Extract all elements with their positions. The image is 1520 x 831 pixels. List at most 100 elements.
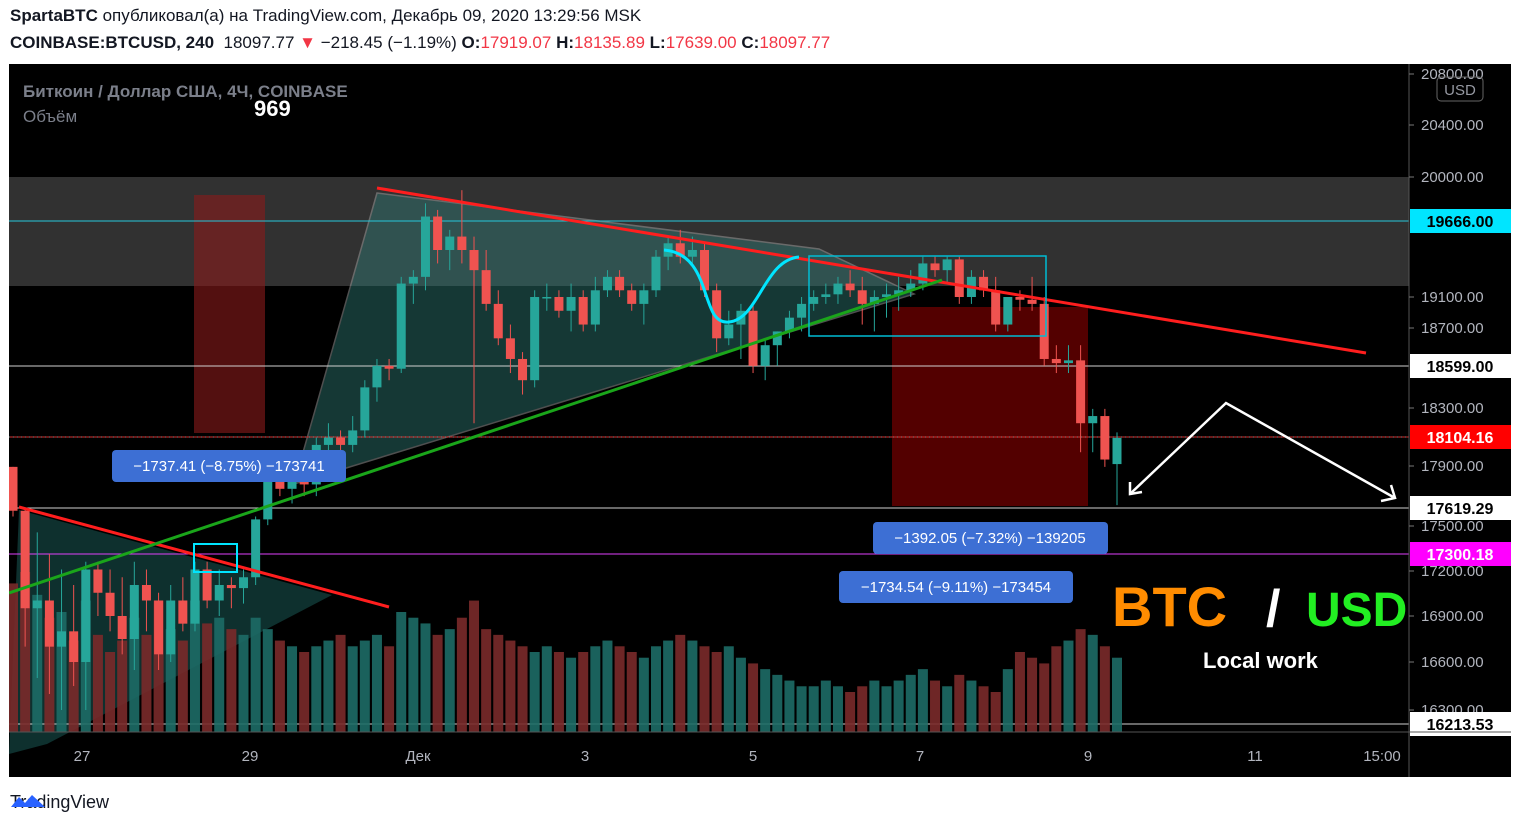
footer-brand[interactable]: TradingView xyxy=(10,792,109,813)
candle-body xyxy=(178,600,188,624)
volume-bar xyxy=(602,640,613,732)
volume-bar xyxy=(566,657,577,732)
local-work-text: Local work xyxy=(1203,648,1319,673)
candle-body xyxy=(251,519,261,578)
volume-bar xyxy=(444,629,455,732)
candle-body xyxy=(1003,297,1013,325)
candle-body xyxy=(323,437,333,445)
volume-bar xyxy=(432,634,443,732)
volume-bar xyxy=(930,680,941,732)
volume-bar xyxy=(1039,663,1050,732)
time-tick-label: 9 xyxy=(1084,748,1092,765)
volume-bar xyxy=(614,646,625,732)
candle-body xyxy=(275,481,285,489)
volume-bar xyxy=(590,646,601,732)
time-tick-label: 3 xyxy=(581,748,589,765)
volume-bar xyxy=(845,692,856,732)
publish-info: SpartaBTC опубликовал(а) на TradingView.… xyxy=(10,6,641,26)
resistance-trendline xyxy=(376,186,1367,355)
volume-bar xyxy=(141,634,152,732)
candle-body xyxy=(457,236,467,251)
volume-bar xyxy=(129,617,140,732)
volume-bar xyxy=(371,634,382,732)
candle-body xyxy=(81,569,91,662)
price-tick-label: 17900.00 xyxy=(1421,458,1484,475)
volume-bar xyxy=(1027,657,1038,732)
price-axis[interactable]: 20800.00 20400.00 20000.00 19100.00 18700.00… xyxy=(1409,66,1484,719)
candle-body xyxy=(360,387,370,431)
low-value: 17639.00 xyxy=(665,33,737,52)
volume-bar xyxy=(481,629,492,732)
main-triangle xyxy=(292,192,917,486)
volume-label: Объём xyxy=(23,107,77,126)
candle-body xyxy=(748,310,758,366)
candle-body xyxy=(20,510,30,609)
volume-bar xyxy=(517,646,528,732)
candle-body xyxy=(202,569,212,601)
volume-bar xyxy=(881,686,892,732)
volume-bar xyxy=(687,640,698,732)
volume-bar xyxy=(735,657,746,732)
volume-bar xyxy=(857,686,868,732)
candle-body xyxy=(263,481,273,520)
volume-bar xyxy=(723,646,734,732)
candle-body xyxy=(1027,299,1037,304)
candle-body xyxy=(1015,297,1025,300)
candle-body xyxy=(1088,416,1098,424)
volume-bar xyxy=(1087,634,1098,732)
volume-bar xyxy=(226,629,237,732)
volume-bar xyxy=(954,674,965,732)
price-tick-label: 20400.00 xyxy=(1421,117,1484,134)
candle-body xyxy=(408,276,418,284)
time-tick-label: 15:00 xyxy=(1363,748,1401,765)
candle-body xyxy=(190,569,200,624)
volume-bar xyxy=(274,640,285,732)
time-axis[interactable]: 27 29 Дек 3 5 7 9 11 15:00 xyxy=(74,748,1401,765)
close-value: 18097.77 xyxy=(759,33,831,52)
currency-button[interactable]: USD xyxy=(1436,76,1484,102)
arrow-left-head-icon xyxy=(1128,482,1143,496)
volume-bar xyxy=(299,652,310,732)
candle-body xyxy=(651,256,661,291)
volume-bar xyxy=(917,669,928,732)
volume-bar xyxy=(541,646,552,732)
candle-body xyxy=(469,250,479,271)
author-name[interactable]: SpartaBTC xyxy=(10,6,98,25)
candle-body xyxy=(821,294,831,297)
price-tag-box xyxy=(1410,425,1511,449)
measure-label-1[interactable]: −1737.41 (−8.75%) −173741 xyxy=(112,450,346,482)
volume-bar xyxy=(1099,646,1110,732)
candle-body xyxy=(1063,360,1073,364)
measure-label-3[interactable]: −1734.54 (−9.11%) −173454 xyxy=(839,571,1073,603)
measure-text-1: −1737.41 (−8.75%) −173741 xyxy=(133,458,324,475)
volume-bar xyxy=(408,617,419,732)
volume-bar xyxy=(1014,652,1025,732)
time-tick-label: Дек xyxy=(405,748,431,765)
breakout-box xyxy=(193,543,238,573)
tradingview-logo-icon xyxy=(11,795,45,807)
volume-bar xyxy=(456,617,467,732)
candle-body xyxy=(809,297,819,304)
red-zone-right xyxy=(892,307,1088,506)
volume-bar xyxy=(942,686,953,732)
high-value: 18135.89 xyxy=(574,33,645,52)
time-tick-label: 7 xyxy=(916,748,924,765)
price-tag-label: 17619.29 xyxy=(1427,501,1494,518)
candle-body xyxy=(845,283,855,291)
support-trendline xyxy=(9,278,943,595)
candles xyxy=(9,190,1122,711)
price-tick-label: 20800.00 xyxy=(1421,66,1484,83)
series-title: Биткоин / Доллар США, 4Ч, COINBASE xyxy=(23,82,348,101)
chart-area[interactable]: −1737.41 (−8.75%) −173741 −1392.05 (−7.3… xyxy=(9,64,1511,777)
chart-svg[interactable]: −1737.41 (−8.75%) −173741 −1392.05 (−7.3… xyxy=(9,64,1511,777)
candle-body xyxy=(602,276,612,291)
volume-bar xyxy=(978,686,989,732)
projection-path xyxy=(1129,401,1396,500)
candle-body xyxy=(154,600,164,655)
price-tick-label: 17200.00 xyxy=(1421,563,1484,580)
ohlc-header: COINBASE:BTCUSD, 240 18097.77 ▼ −218.45 … xyxy=(10,33,830,53)
candle-body xyxy=(979,276,989,291)
measure-label-2[interactable]: −1392.05 (−7.32%) −139205 xyxy=(873,522,1108,554)
candle-body xyxy=(57,631,67,647)
candle-body xyxy=(542,297,552,299)
